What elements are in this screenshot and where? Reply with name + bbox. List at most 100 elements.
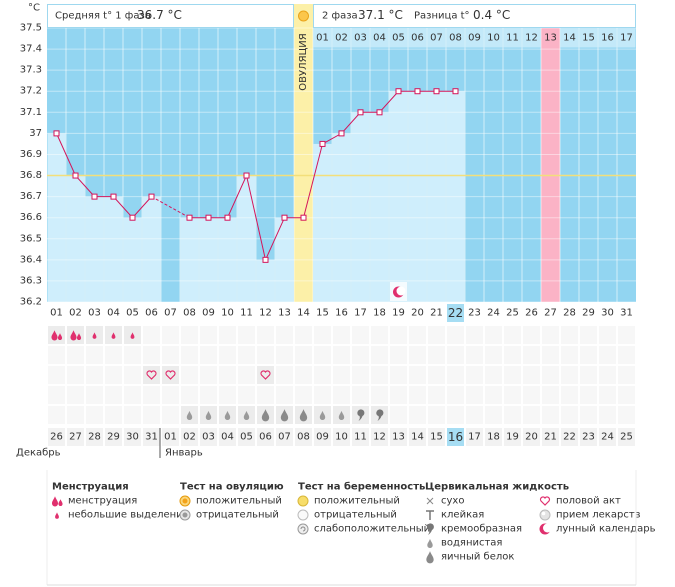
phase2-day-label: 03 — [354, 33, 367, 44]
phase2-day-label: 10 — [487, 33, 500, 44]
marker-grid-cell — [124, 346, 141, 364]
date-label: 02 — [183, 432, 196, 443]
date-cell — [352, 428, 369, 446]
marker-grid-cell — [523, 386, 540, 404]
drop — [51, 330, 58, 341]
phase2-day-cell — [522, 28, 541, 48]
legend-label: слабоположительный — [314, 524, 430, 535]
icon-pregnancy-weak — [297, 523, 309, 535]
bar — [218, 217, 237, 302]
date-cell — [428, 428, 445, 446]
bar — [408, 91, 427, 302]
marker-grid-cell — [333, 346, 350, 364]
date-label: 04 — [221, 432, 234, 443]
marker-grid-cell — [352, 386, 369, 404]
marker-grid-cell — [542, 346, 559, 364]
phase2-day-label: 13 — [544, 33, 557, 44]
marker-grid-cell — [276, 386, 293, 404]
marker-grid-cell — [238, 366, 255, 384]
legend-title: Цервикальная жидкость — [425, 482, 569, 493]
legend-label: небольшие выделения — [68, 510, 189, 521]
point — [110, 193, 117, 200]
point — [319, 140, 326, 147]
marker-grid-cell — [599, 366, 616, 384]
marker-grid-cell — [618, 386, 635, 404]
phase1-header — [47, 4, 294, 28]
marker-grid-cell — [371, 346, 388, 364]
phase2-day-label: 17 — [620, 33, 633, 44]
marker-grid-cell — [295, 386, 312, 404]
phase2-day-label: 16 — [601, 33, 614, 44]
marker-grid-cell — [124, 386, 141, 404]
drop — [319, 410, 326, 420]
marker-grid-cell — [67, 346, 84, 364]
comma — [426, 523, 434, 535]
x-tick-label: 12 — [259, 308, 272, 319]
gap-connector — [151, 196, 190, 219]
legend-title: Тест на беременность — [298, 481, 425, 493]
phase2-day-cell — [598, 28, 617, 48]
dot — [182, 498, 188, 504]
marker-grid-cell — [48, 366, 65, 384]
phase2-day-label: 05 — [392, 33, 405, 44]
marker-grid-cell — [67, 386, 84, 404]
drop — [76, 333, 82, 341]
date-label: 03 — [202, 432, 215, 443]
bar — [256, 259, 275, 302]
date-label: 15 — [430, 432, 443, 443]
marker-grid-cell — [181, 326, 198, 344]
phase2-day-label: 07 — [430, 33, 443, 44]
drop — [243, 410, 250, 420]
marker-grid-cell — [200, 326, 217, 344]
date-cell — [333, 428, 350, 446]
point — [452, 88, 459, 95]
marker-grid-cell — [466, 366, 483, 384]
point — [414, 88, 421, 95]
x-tick-label: 16 — [335, 308, 348, 319]
point — [281, 214, 288, 221]
marker-grid-cell — [67, 366, 84, 384]
marker-grid-cell — [314, 366, 331, 384]
phase2-day-label: 08 — [449, 33, 462, 44]
date-label: 28 — [88, 432, 101, 443]
marker-grid-cell — [219, 326, 236, 344]
date-label: 27 — [69, 432, 82, 443]
legend-label: отрицательный — [196, 510, 279, 521]
phase2-day-label: 04 — [373, 33, 386, 44]
ring — [297, 509, 309, 521]
icon-menstruation — [51, 330, 63, 341]
point — [300, 214, 307, 221]
date-cell — [162, 428, 179, 446]
date-label: 30 — [126, 432, 139, 443]
marker-grid-cell — [276, 346, 293, 364]
marker-grid-cell — [466, 346, 483, 364]
heart — [165, 370, 176, 380]
month-label: Январь — [165, 448, 203, 459]
x-tick-label: 08 — [183, 308, 196, 319]
icon-menstruation — [51, 496, 63, 507]
phase2-day-cell — [579, 28, 598, 48]
y-tick-label: 37.5 — [20, 23, 42, 34]
x-tick-label: 21 — [430, 308, 443, 319]
icon-ovulation-negative — [179, 509, 191, 521]
marker-grid-cell — [390, 326, 407, 344]
marker-grid-cell — [314, 386, 331, 404]
marker-grid-cell — [390, 386, 407, 404]
marker-grid-cell — [542, 386, 559, 404]
icon-sticky — [426, 510, 434, 520]
marker-grid-cell — [48, 386, 65, 404]
x-tick-label: 25 — [506, 308, 519, 319]
icon-medication — [539, 509, 551, 521]
marker-grid-cell — [371, 386, 388, 404]
legend-label: менструация — [68, 496, 137, 507]
date-cell — [599, 428, 616, 446]
icon-pregnancy-negative — [297, 509, 309, 521]
marker-grid-cell — [523, 326, 540, 344]
y-tick-label: 36.7 — [20, 191, 42, 202]
marker-grid-cell — [257, 346, 274, 364]
marker-grid-cell — [86, 366, 103, 384]
date-cell — [618, 428, 635, 446]
marker-grid-cell — [257, 326, 274, 344]
legend-label: кремообразная — [441, 524, 522, 535]
x-tick-label: 09 — [202, 308, 215, 319]
